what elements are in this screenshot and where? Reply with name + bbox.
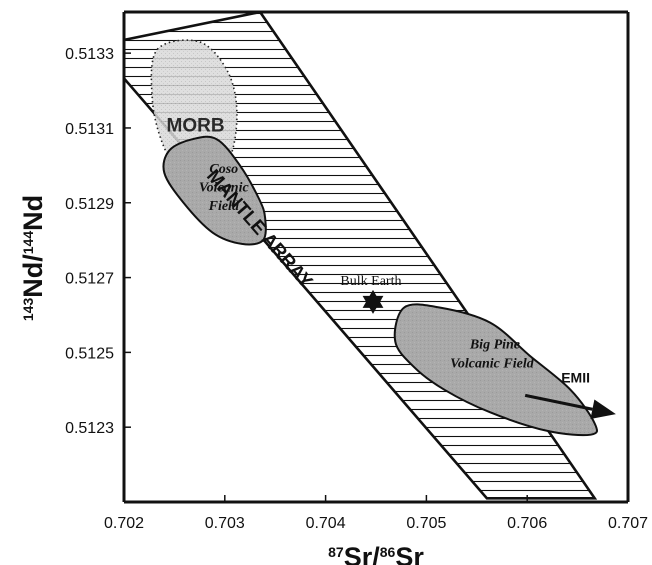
y-tick-label: 0.5131 bbox=[65, 121, 114, 138]
y-tick-label: 0.5129 bbox=[65, 196, 114, 213]
x-axis-title-sup1: 87 bbox=[328, 544, 344, 560]
y-tick-label: 0.5127 bbox=[65, 271, 114, 288]
y-axis-title-main1: Nd/ bbox=[18, 254, 48, 298]
emii-arrow-head bbox=[590, 399, 616, 419]
y-axis-title-sup2: 144 bbox=[20, 231, 36, 255]
x-axis-title: 87Sr/86Sr bbox=[328, 542, 424, 565]
coso-volcanic-field-region bbox=[162, 135, 267, 246]
coso-label-line2: Volcanic bbox=[199, 181, 250, 196]
y-tick-label: 0.5125 bbox=[65, 345, 114, 362]
x-tick-label: 0.704 bbox=[306, 515, 346, 532]
x-tick-label: 0.705 bbox=[406, 515, 446, 532]
bulk-earth-marker bbox=[362, 289, 384, 314]
big-pine-label-line2: Volcanic Field bbox=[450, 356, 535, 371]
x-axis-title-main1: Sr/ bbox=[344, 542, 381, 565]
coso-label-line1: Coso bbox=[209, 162, 238, 177]
x-tick-label: 0.706 bbox=[507, 515, 547, 532]
emii-arrow-shaft bbox=[524, 393, 593, 411]
y-axis-title-main2: Nd bbox=[18, 195, 48, 231]
y-axis-title-sup1: 143 bbox=[20, 298, 36, 322]
big-pine-label-line1: Big Pine bbox=[469, 338, 520, 353]
x-tick-label: 0.707 bbox=[608, 515, 648, 532]
x-tick-label: 0.703 bbox=[205, 515, 245, 532]
x-tick-label: 0.702 bbox=[104, 515, 144, 532]
y-tick-label: 0.5133 bbox=[65, 46, 114, 63]
emii-label: EMII bbox=[561, 369, 590, 385]
morb-label: MORB bbox=[167, 116, 225, 137]
y-tick-label: 0.5123 bbox=[65, 420, 114, 437]
bulk-earth-label: Bulk Earth bbox=[340, 274, 401, 289]
x-axis-title-sup2: 86 bbox=[380, 544, 396, 560]
big-pine-volcanic-field-region bbox=[393, 303, 599, 437]
x-axis-title-main2: Sr bbox=[395, 542, 424, 565]
y-axis-title: 143Nd/144Nd bbox=[18, 195, 48, 321]
coso-label-line3: Field bbox=[208, 199, 240, 214]
